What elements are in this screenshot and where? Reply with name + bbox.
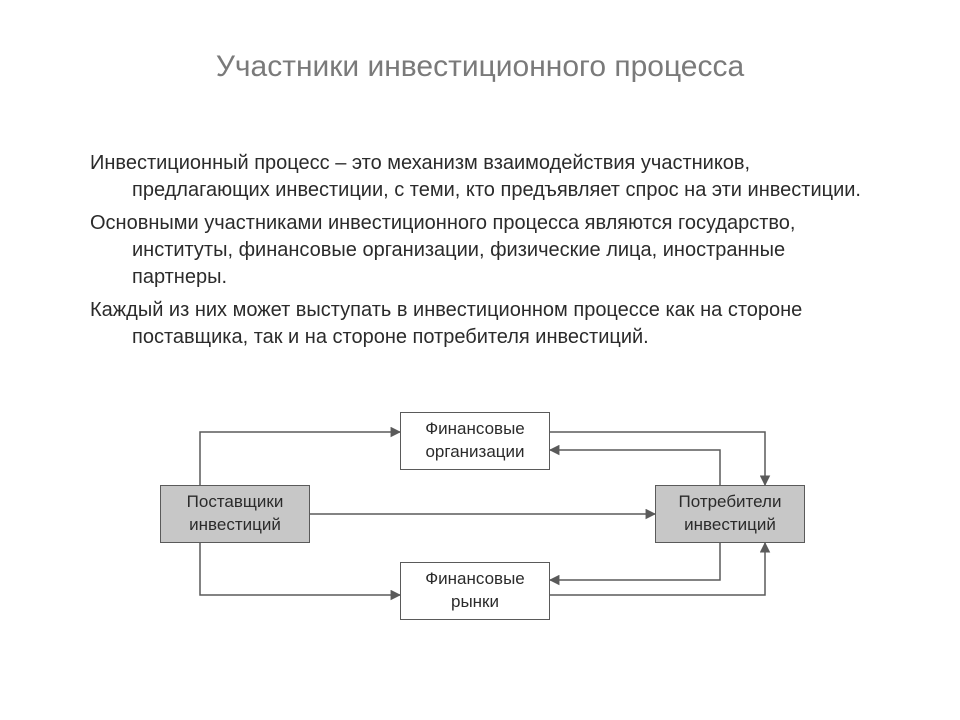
node-label-line: Поставщики (187, 491, 284, 514)
node-consumers: Потребители инвестиций (655, 485, 805, 543)
node-label-line: Финансовые (425, 568, 525, 591)
paragraph: Инвестиционный процесс – это механизм вз… (90, 150, 880, 204)
node-label-line: Потребители (679, 491, 782, 514)
edge (550, 432, 765, 485)
body-text: Инвестиционный процесс – это механизм вз… (90, 150, 880, 357)
node-suppliers: Поставщики инвестиций (160, 485, 310, 543)
page-title: Участники инвестиционного процесса (0, 50, 960, 84)
node-label-line: инвестиций (684, 514, 776, 537)
edge (550, 543, 720, 580)
node-label-line: организации (425, 441, 524, 464)
node-fin-markets: Финансовые рынки (400, 562, 550, 620)
slide: Участники инвестиционного процесса Инвес… (0, 0, 960, 720)
node-label-line: Финансовые (425, 418, 525, 441)
paragraph: Каждый из них может выступать в инвестиц… (90, 297, 880, 351)
node-label-line: инвестиций (189, 514, 281, 537)
paragraph: Основными участниками инвестиционного пр… (90, 210, 880, 291)
node-label-line: рынки (451, 591, 499, 614)
edge (550, 543, 765, 595)
edge (550, 450, 720, 485)
edge (200, 543, 400, 595)
edge (200, 432, 400, 485)
node-fin-org: Финансовые организации (400, 412, 550, 470)
